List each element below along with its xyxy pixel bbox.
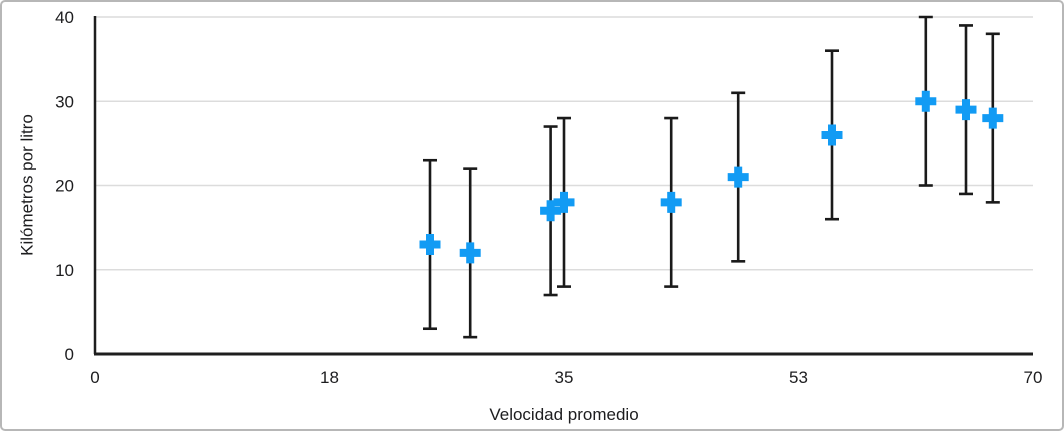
y-tick-label: 40 xyxy=(55,8,74,27)
data-point-marker xyxy=(955,99,977,121)
data-point-marker xyxy=(660,191,682,213)
data-point-marker xyxy=(459,242,481,264)
data-point-marker xyxy=(727,166,749,188)
y-tick-label: 0 xyxy=(65,345,74,364)
data-point-marker xyxy=(553,191,575,213)
x-tick-label: 0 xyxy=(90,368,99,387)
data-point-marker xyxy=(540,200,562,222)
x-tick-label: 35 xyxy=(555,368,574,387)
x-tick-label: 70 xyxy=(1024,368,1043,387)
x-tick-label: 18 xyxy=(320,368,339,387)
y-tick-label: 10 xyxy=(55,261,74,280)
x-axis-title: Velocidad promedio xyxy=(489,405,639,424)
data-point-marker xyxy=(982,107,1004,129)
data-point-marker xyxy=(419,233,441,255)
data-point-marker xyxy=(915,90,937,112)
y-axis-title: Kilómetros por litro xyxy=(17,114,37,256)
data-point-marker xyxy=(821,124,843,146)
x-tick-label: 53 xyxy=(789,368,808,387)
y-tick-label: 20 xyxy=(55,177,74,196)
y-tick-label: 30 xyxy=(55,92,74,111)
